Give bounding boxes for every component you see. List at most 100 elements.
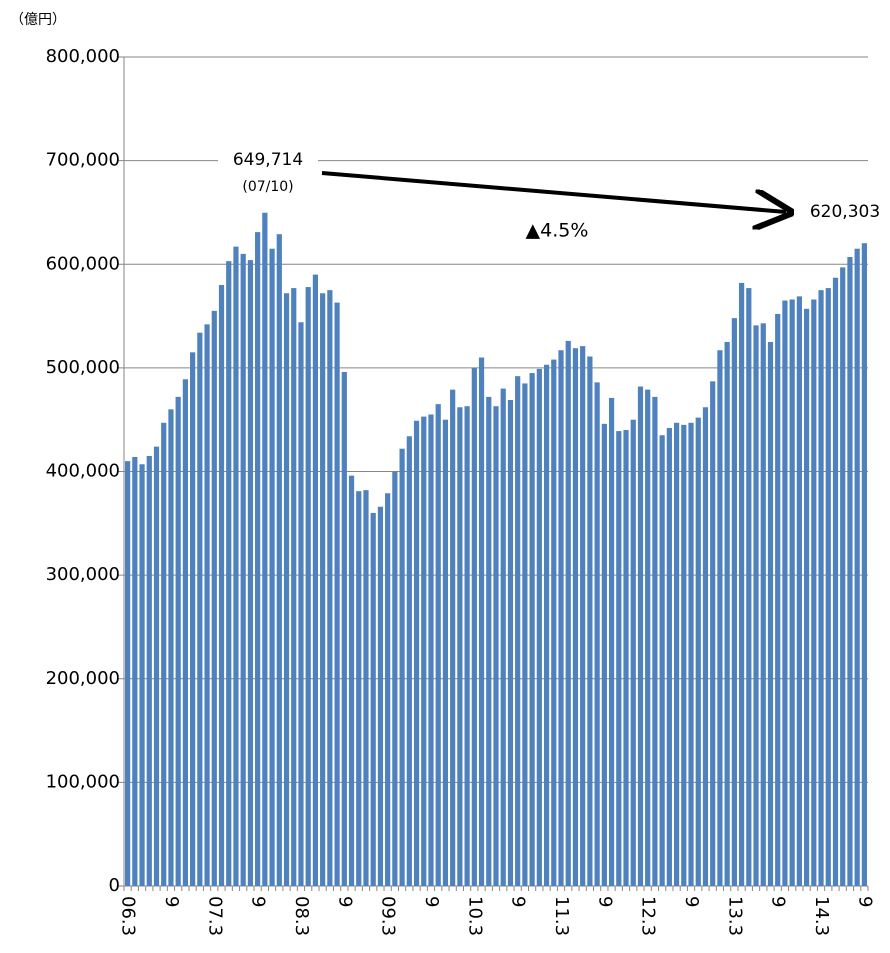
bar — [471, 367, 477, 886]
bar — [255, 232, 261, 887]
bar — [623, 430, 629, 886]
bar — [493, 406, 499, 886]
bar — [659, 435, 665, 886]
bar — [348, 475, 355, 886]
bar — [789, 299, 795, 886]
bar — [746, 288, 752, 886]
bar — [125, 461, 131, 886]
annotation: ▲4.5% — [526, 220, 589, 242]
bar — [356, 491, 362, 886]
bar — [587, 356, 593, 886]
bar — [847, 256, 853, 887]
bar — [413, 420, 420, 886]
bar — [717, 350, 723, 886]
bar — [370, 512, 376, 886]
x-tick-label: 9 — [508, 896, 529, 907]
bar — [666, 427, 672, 886]
bar — [146, 455, 152, 886]
bar — [580, 346, 586, 886]
bar — [182, 379, 188, 886]
bar — [262, 212, 268, 886]
y-tick-label: 300,000 — [46, 564, 120, 585]
bar — [738, 282, 745, 887]
bar — [724, 341, 730, 886]
annotation: (07/10) — [242, 179, 293, 195]
bar — [385, 493, 391, 886]
bar — [226, 261, 232, 886]
bar — [673, 422, 680, 886]
bar — [276, 234, 282, 887]
bar — [464, 406, 470, 886]
bar — [457, 407, 463, 886]
y-tick-label: 700,000 — [46, 150, 120, 171]
x-tick-label: 9 — [681, 896, 702, 907]
bar — [811, 299, 817, 886]
arrow — [321, 171, 786, 212]
bar — [594, 382, 600, 886]
y-tick-label: 500,000 — [46, 357, 120, 378]
bars — [125, 212, 867, 887]
bar — [211, 310, 217, 887]
bar — [428, 414, 434, 886]
bar — [392, 471, 398, 886]
bar — [710, 381, 716, 886]
x-tick-label: 11.3 — [551, 896, 572, 936]
bar — [399, 448, 405, 886]
x-tick-label: 09.3 — [378, 896, 399, 936]
bar — [840, 267, 846, 886]
bar — [637, 386, 644, 886]
y-tick-label: 600,000 — [46, 253, 120, 274]
x-tick-label: 9 — [594, 896, 615, 907]
bar — [168, 409, 174, 886]
bar — [760, 323, 766, 886]
bar — [153, 446, 160, 886]
bar — [247, 260, 254, 887]
bar — [515, 376, 521, 886]
bar — [291, 288, 297, 886]
bar — [161, 422, 167, 886]
bar — [775, 313, 781, 886]
bar — [608, 397, 615, 886]
x-tick-label: 06.3 — [118, 896, 139, 936]
bar — [363, 490, 369, 886]
y-tick-label: 800,000 — [46, 46, 120, 67]
bar — [832, 277, 839, 886]
bar — [630, 419, 636, 886]
bar — [406, 436, 412, 886]
bar — [377, 506, 384, 886]
bar — [536, 368, 542, 886]
bar — [861, 243, 867, 887]
x-tick-label: 07.3 — [204, 896, 225, 936]
bar — [312, 274, 319, 886]
bar — [572, 348, 579, 886]
bar — [450, 389, 456, 886]
bar — [197, 332, 203, 887]
bar — [652, 396, 658, 886]
y-tick-label: 200,000 — [46, 668, 120, 689]
bar — [695, 417, 701, 886]
bar — [616, 431, 622, 886]
x-tick-label: 9 — [854, 896, 875, 907]
bar — [435, 404, 441, 886]
y-tick-label: 400,000 — [46, 461, 120, 482]
bar — [486, 396, 492, 886]
bar — [558, 350, 564, 886]
x-tick-label: 13.3 — [724, 896, 745, 936]
bar — [269, 248, 275, 887]
bar — [825, 288, 831, 886]
bar — [334, 302, 340, 886]
bar — [543, 364, 550, 886]
bar — [645, 389, 651, 886]
x-tick-label: 9 — [768, 896, 789, 907]
bar — [688, 422, 694, 886]
x-tick-label: 9 — [334, 896, 355, 907]
bar — [341, 372, 347, 886]
annotation: 620,303 — [810, 202, 880, 222]
unit-label: （億円） — [10, 12, 66, 28]
bar — [702, 407, 709, 886]
bar — [204, 324, 210, 886]
bar — [175, 396, 181, 886]
x-tick-label: 10.3 — [464, 896, 485, 936]
bar — [551, 359, 557, 887]
